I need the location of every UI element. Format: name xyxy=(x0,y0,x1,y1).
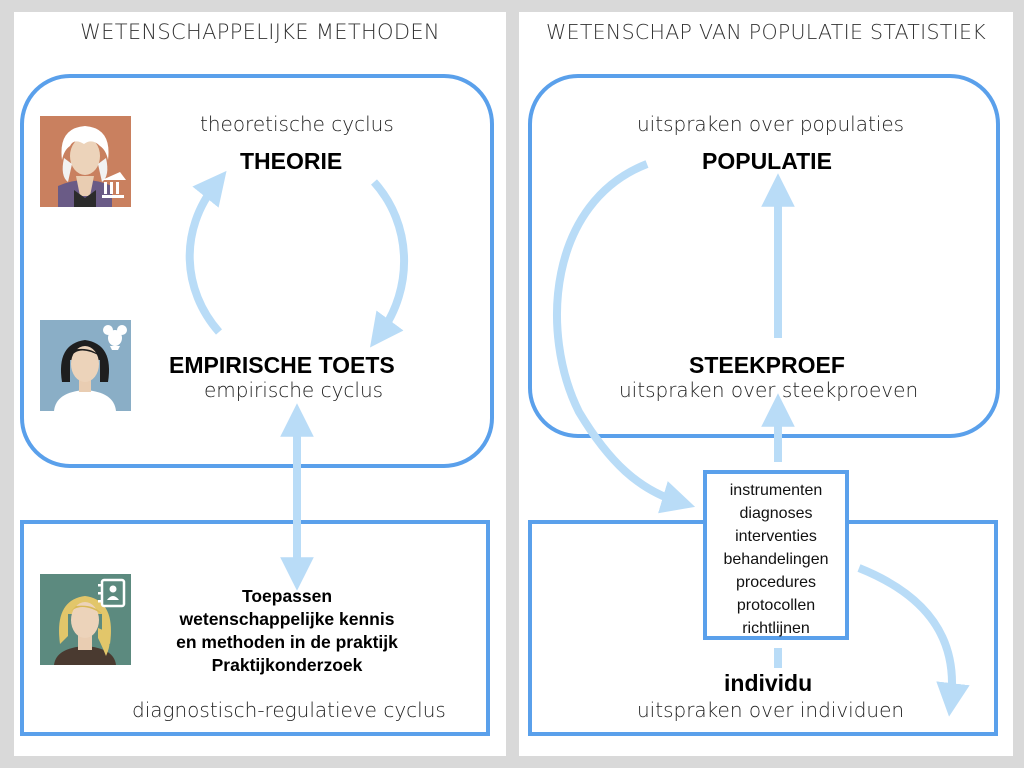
population-to-instruments-arc xyxy=(553,160,696,514)
empirical-avatar-icon xyxy=(40,320,131,411)
practice-box xyxy=(20,520,490,736)
practice-avatar-icon xyxy=(40,574,131,665)
panel-title: WETENSCHAP VAN POPULATIE STATISTIEK xyxy=(546,20,986,44)
empirical-test-node: EMPIRISCHE TOETS xyxy=(169,352,395,378)
panel-title: WETENSCHAPPELIJKE METHODEN xyxy=(80,20,440,44)
scientific-methods-panel: WETENSCHAPPELIJKE METHODEN theoretische … xyxy=(14,12,506,756)
practice-line: Toepassen xyxy=(241,586,333,606)
individual-node: individu xyxy=(724,670,813,696)
practice-line: en methoden in de praktijk xyxy=(176,632,398,652)
instrument-item: behandelingen xyxy=(723,551,829,568)
practice-line: wetenschappelijke kennis xyxy=(179,609,395,629)
practice-text: Toepassen wetenschappelijke kennis en me… xyxy=(162,585,412,677)
sample-node: STEEKPROEF xyxy=(689,352,845,378)
research-cycle-box xyxy=(20,74,494,468)
theoretical-cycle-label: theoretische cyclus xyxy=(200,112,394,136)
population-statistics-panel: WETENSCHAP VAN POPULATIE STATISTIEK uits… xyxy=(519,12,1013,756)
population-statements-label: uitspraken over populaties xyxy=(637,112,905,136)
instrument-item: instrumenten xyxy=(729,482,823,499)
up-cycle-arrow xyxy=(185,170,227,335)
left-diagram-shapes xyxy=(20,74,494,736)
instrument-item: interventies xyxy=(735,528,817,545)
instrument-item: richtlijnen xyxy=(742,620,810,637)
instruments-to-individual-arc xyxy=(857,564,970,717)
instrument-item: protocollen xyxy=(736,597,816,614)
theory-node: THEORIE xyxy=(240,148,343,174)
instrument-item: procedures xyxy=(735,574,817,591)
empirical-cycle-label: empirische cyclus xyxy=(204,378,384,402)
individual-statements-label: uitspraken over individuen xyxy=(637,698,905,722)
down-cycle-arrow xyxy=(370,179,408,348)
diagnostic-cycle-label: diagnostisch-regulatieve cyclus xyxy=(132,698,446,722)
population-box xyxy=(528,74,1000,438)
instrument-item: diagnoses xyxy=(739,505,813,522)
theory-avatar-icon xyxy=(40,116,131,207)
instruments-box: instrumenten diagnoses interventies beha… xyxy=(703,470,849,640)
practice-line: Praktijkonderzoek xyxy=(211,655,363,675)
population-node: POPULATIE xyxy=(702,148,832,174)
sample-statements-label: uitspraken over steekproeven xyxy=(619,378,919,402)
